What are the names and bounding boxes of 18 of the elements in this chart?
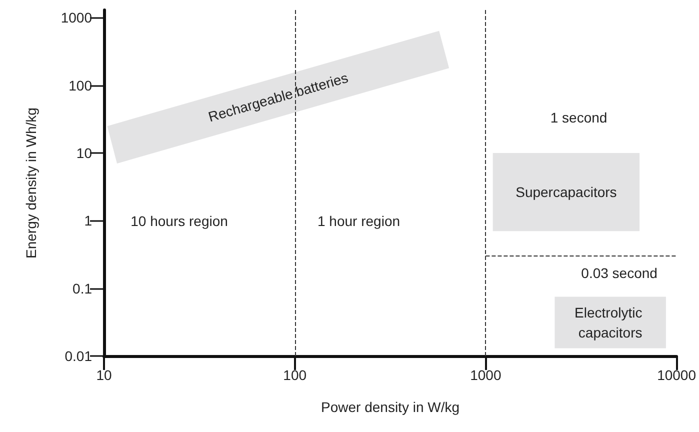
x-tick-label: 10 [96,367,112,383]
y-tick-label: 0.01 [64,348,92,364]
y-axis-title: Energy density in Wh/kg [23,108,39,258]
y-tick-label: 100 [68,77,92,94]
annotation: 1 second [550,109,608,126]
annotation: 10 hours region [130,213,228,230]
annotation: 0.03 second [581,264,658,281]
y-tick-label: 10 [76,145,92,162]
y-tick-label: 1 [84,212,92,229]
y-tick-label: 0.1 [72,280,92,296]
series-label: Supercapacitors [516,184,617,200]
x-tick-label: 10000 [657,367,696,383]
series-label: Electrolytic capacitors [574,304,646,341]
annotation: 1 hour region [318,213,400,230]
x-tick-label: 1000 [470,367,502,383]
y-tick-label: 1000 [60,10,92,26]
x-tick-label: 100 [283,367,307,383]
x-axis-title: Power density in W/kg [321,399,460,415]
